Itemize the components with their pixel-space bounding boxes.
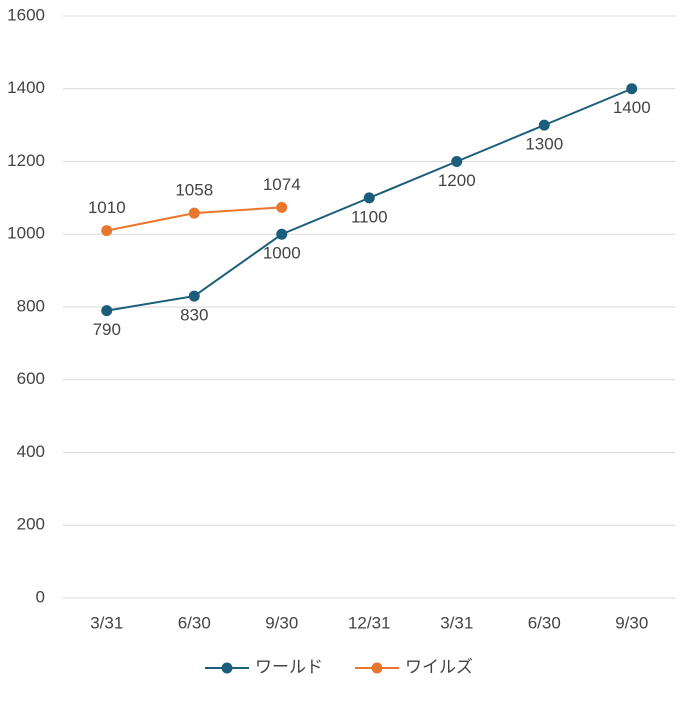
y-tick-label: 600	[17, 369, 45, 388]
y-tick-label: 1600	[7, 5, 45, 24]
data-label: 1010	[88, 198, 126, 217]
data-label: 1400	[613, 98, 651, 117]
data-point	[276, 201, 288, 213]
x-tick-label: 6/30	[178, 613, 211, 632]
x-tick-label: 3/31	[440, 613, 473, 632]
data-point	[451, 156, 463, 167]
data-label: 1074	[263, 175, 301, 194]
y-tick-label: 1000	[7, 224, 45, 243]
x-tick-label: 9/30	[265, 613, 298, 632]
data-label: 1200	[438, 171, 476, 190]
y-tick-label: 400	[17, 442, 45, 461]
y-tick-label: 200	[17, 515, 45, 534]
data-label: 1000	[263, 244, 301, 263]
data-label: 790	[93, 320, 121, 339]
y-tick-label: 800	[17, 296, 45, 315]
data-point	[101, 225, 113, 237]
data-point	[363, 192, 375, 204]
legend-label: ワールド	[255, 657, 323, 676]
x-tick-label: 12/31	[348, 613, 391, 632]
x-tick-label: 6/30	[528, 613, 561, 632]
data-point	[188, 207, 200, 219]
data-point	[538, 119, 550, 131]
x-tick-label: 3/31	[90, 613, 123, 632]
y-tick-label: 1400	[7, 78, 45, 97]
x-tick-label: 9/30	[615, 613, 648, 632]
y-tick-label: 1200	[7, 151, 45, 170]
data-point	[276, 228, 288, 240]
data-point	[188, 290, 200, 302]
legend-label: ワイルズ	[405, 657, 473, 676]
data-point	[101, 305, 113, 317]
legend-marker	[371, 662, 383, 674]
data-label: 1100	[351, 207, 388, 226]
data-label: 830	[180, 306, 208, 325]
y-tick-label: 0	[36, 587, 45, 606]
data-point	[626, 83, 638, 95]
data-label: 1300	[525, 135, 563, 154]
legend-marker	[221, 662, 233, 674]
data-label: 1058	[175, 181, 213, 200]
